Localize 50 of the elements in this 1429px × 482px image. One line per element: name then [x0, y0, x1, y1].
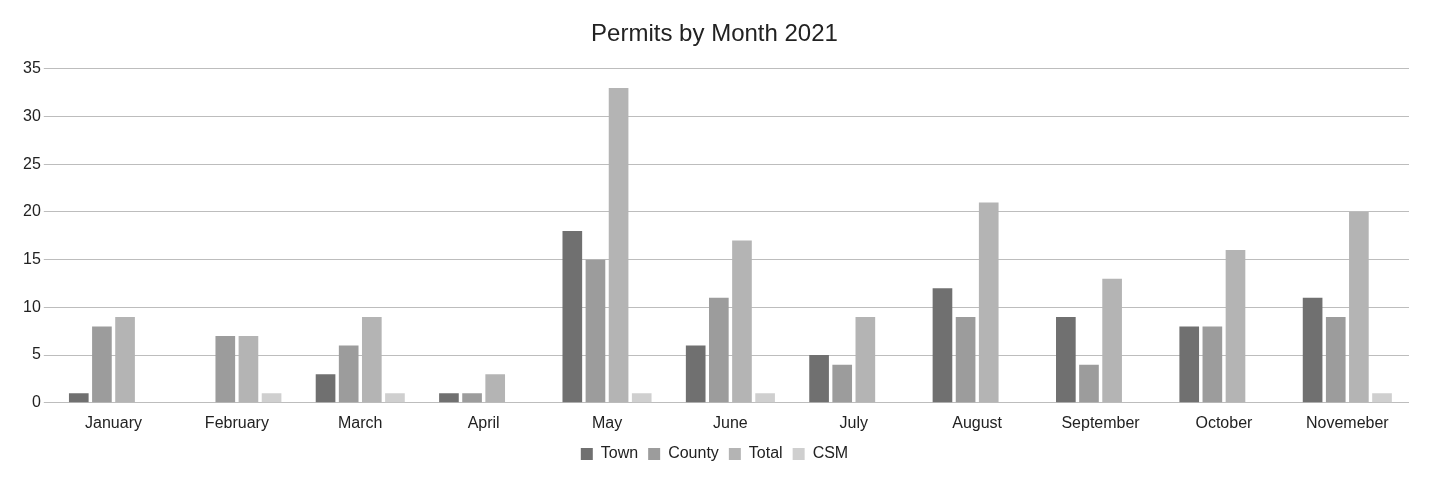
bar: [1079, 364, 1099, 403]
y-tick-label: 30: [23, 106, 41, 124]
legend-label: Total: [748, 444, 783, 462]
x-tick-label: October: [1195, 413, 1254, 431]
legend-label: CSM: [812, 444, 849, 462]
bar: [955, 316, 976, 403]
x-tick-label: February: [204, 413, 269, 431]
x-tick-label: Novemeber: [1305, 413, 1390, 431]
bar: [809, 355, 829, 403]
y-tick-label: 20: [23, 202, 41, 220]
bar: [338, 345, 359, 403]
bar: [1325, 316, 1346, 403]
chart-title: Permits by Month 2021: [591, 19, 838, 47]
x-tick-label: April: [467, 413, 500, 431]
x-tick-label: September: [1061, 413, 1141, 431]
x-tick-label: June: [713, 413, 748, 431]
bar: [832, 364, 853, 403]
bar: [1302, 297, 1323, 403]
bar: [932, 288, 953, 403]
bar: [562, 231, 583, 403]
bar: [709, 297, 729, 403]
bar: [462, 393, 482, 403]
y-tick-label: 35: [23, 59, 41, 77]
legend-label: Town: [600, 444, 639, 462]
bar: [1202, 326, 1223, 403]
bar: [92, 326, 112, 403]
y-tick-label: 15: [23, 250, 41, 268]
legend-label: County: [668, 444, 719, 462]
x-tick-label: July: [839, 413, 869, 431]
bar: [631, 393, 652, 403]
bar: [439, 393, 459, 403]
bar: [215, 336, 236, 403]
x-tick-label: January: [85, 413, 142, 431]
bar: [68, 393, 89, 403]
x-tick-label: March: [338, 413, 383, 431]
x-tick-label: May: [591, 413, 623, 431]
y-tick-label: 10: [23, 297, 41, 315]
bar: [261, 393, 282, 403]
bar: [1179, 326, 1200, 403]
x-tick-label: August: [952, 413, 1003, 431]
bar: [315, 374, 336, 403]
bar: [1372, 393, 1392, 403]
bar: [585, 259, 606, 403]
bar: [1056, 316, 1076, 403]
bar: [685, 345, 706, 403]
bar: [385, 393, 405, 403]
bar: [755, 393, 775, 403]
y-tick-label: 25: [23, 154, 41, 172]
y-tick-label: 0: [31, 393, 41, 411]
y-tick-label: 5: [31, 345, 41, 363]
